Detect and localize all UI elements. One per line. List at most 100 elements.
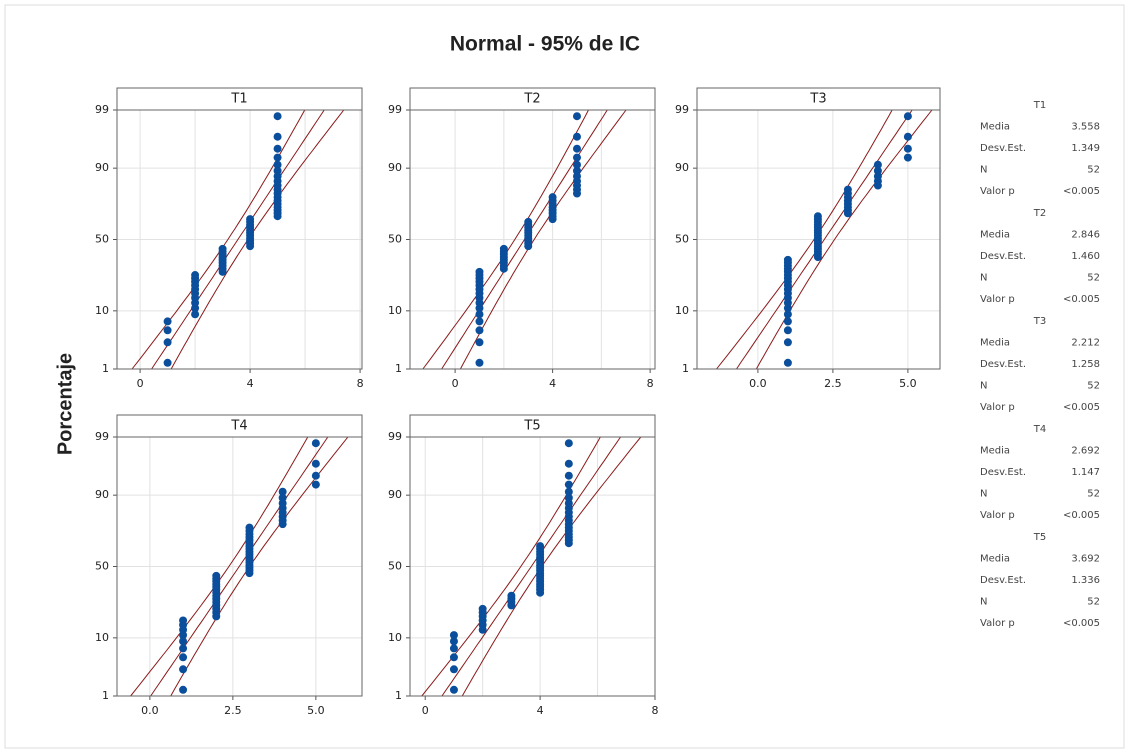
data-point: [564, 439, 573, 448]
stat-label: N: [980, 597, 987, 608]
x-tick-label: 5.0: [307, 704, 325, 717]
y-tick-label: 1: [102, 689, 109, 702]
data-point: [311, 471, 320, 480]
stat-value: 2.692: [1071, 446, 1100, 457]
data-point: [273, 160, 282, 169]
data-point: [449, 644, 458, 653]
data-point: [564, 459, 573, 468]
x-tick-label: 4: [549, 377, 556, 390]
x-tick-label: 4: [537, 704, 544, 717]
data-point: [564, 480, 573, 489]
panel-strip: [696, 87, 941, 111]
ci-upper: [755, 110, 933, 369]
data-point: [843, 185, 852, 194]
y-tick-label: 10: [388, 304, 402, 317]
data-point: [273, 166, 282, 175]
y-tick-label: 10: [95, 304, 109, 317]
stat-label: Valor p: [980, 294, 1015, 305]
x-tick-label: 4: [247, 377, 254, 390]
ci-lower: [131, 110, 306, 369]
stat-value: 2.846: [1071, 230, 1100, 241]
data-point: [783, 326, 792, 335]
fit-line: [735, 110, 913, 369]
stats-heading: T1: [1033, 100, 1046, 111]
data-point: [311, 480, 320, 489]
stat-value: <0.005: [1063, 186, 1100, 197]
data-point: [311, 459, 320, 468]
stat-value: <0.005: [1063, 510, 1100, 521]
data-point: [179, 644, 188, 653]
data-point: [499, 244, 508, 253]
stat-label: Media: [980, 338, 1010, 349]
y-tick-label: 1: [395, 362, 402, 375]
stat-label: Valor p: [980, 186, 1015, 197]
data-point: [475, 267, 484, 276]
y-tick-label: 90: [675, 161, 689, 174]
stat-value: 1.258: [1071, 359, 1100, 370]
stats-heading: T2: [1033, 208, 1046, 219]
stat-value: 1.349: [1071, 143, 1100, 154]
data-point: [564, 493, 573, 502]
stat-label: Desv.Est.: [980, 359, 1026, 370]
data-point: [179, 665, 188, 674]
y-tick-label: 99: [388, 103, 402, 116]
stat-value: 52: [1087, 381, 1100, 392]
stat-label: Valor p: [980, 402, 1015, 413]
x-tick-label: 0: [422, 704, 429, 717]
data-point: [873, 166, 882, 175]
data-point: [311, 439, 320, 448]
y-tick-label: 1: [682, 362, 689, 375]
data-point: [273, 144, 282, 153]
data-point: [179, 637, 188, 646]
data-point: [903, 153, 912, 162]
page-frame: [4, 4, 1125, 749]
data-point: [191, 310, 200, 319]
data-point: [475, 338, 484, 347]
panel-title: T2: [523, 92, 540, 107]
ci-upper: [459, 110, 627, 369]
stat-label: Media: [980, 446, 1010, 457]
data-point: [273, 112, 282, 121]
data-point: [163, 317, 172, 326]
data-point: [475, 310, 484, 319]
data-point: [783, 338, 792, 347]
stats-heading: T4: [1033, 424, 1046, 435]
stat-value: 1.336: [1071, 575, 1100, 586]
data-point: [783, 255, 792, 264]
x-tick-label: 2.5: [224, 704, 242, 717]
data-point: [572, 144, 581, 153]
ci-lower: [422, 110, 590, 369]
stat-value: 52: [1087, 273, 1100, 284]
panel-title: T4: [230, 419, 247, 434]
stat-value: <0.005: [1063, 618, 1100, 629]
y-tick-label: 99: [95, 430, 109, 443]
stat-label: Desv.Est.: [980, 575, 1026, 586]
stats-heading: T5: [1033, 532, 1046, 543]
data-point: [873, 160, 882, 169]
y-tick-label: 99: [675, 103, 689, 116]
data-point: [179, 653, 188, 662]
stat-label: N: [980, 273, 987, 284]
data-point: [449, 637, 458, 646]
fit-line: [150, 437, 329, 696]
stat-label: Desv.Est.: [980, 251, 1026, 262]
y-axis-label: Porcentaje: [54, 353, 76, 455]
stat-label: Valor p: [980, 510, 1015, 521]
x-tick-label: 0: [452, 377, 459, 390]
chart-title: Normal - 95% de IC: [450, 33, 640, 56]
y-tick-label: 1: [102, 362, 109, 375]
data-point: [478, 604, 487, 613]
y-tick-label: 90: [388, 488, 402, 501]
stat-value: <0.005: [1063, 402, 1100, 413]
stat-value: 52: [1087, 165, 1100, 176]
data-point: [475, 358, 484, 367]
stat-label: Desv.Est.: [980, 467, 1026, 478]
data-point: [572, 160, 581, 169]
x-tick-label: 2.5: [824, 377, 842, 390]
y-tick-label: 90: [388, 161, 402, 174]
stat-value: <0.005: [1063, 294, 1100, 305]
data-point: [163, 326, 172, 335]
data-point: [449, 653, 458, 662]
data-point: [278, 487, 287, 496]
stat-value: 3.692: [1071, 554, 1100, 565]
